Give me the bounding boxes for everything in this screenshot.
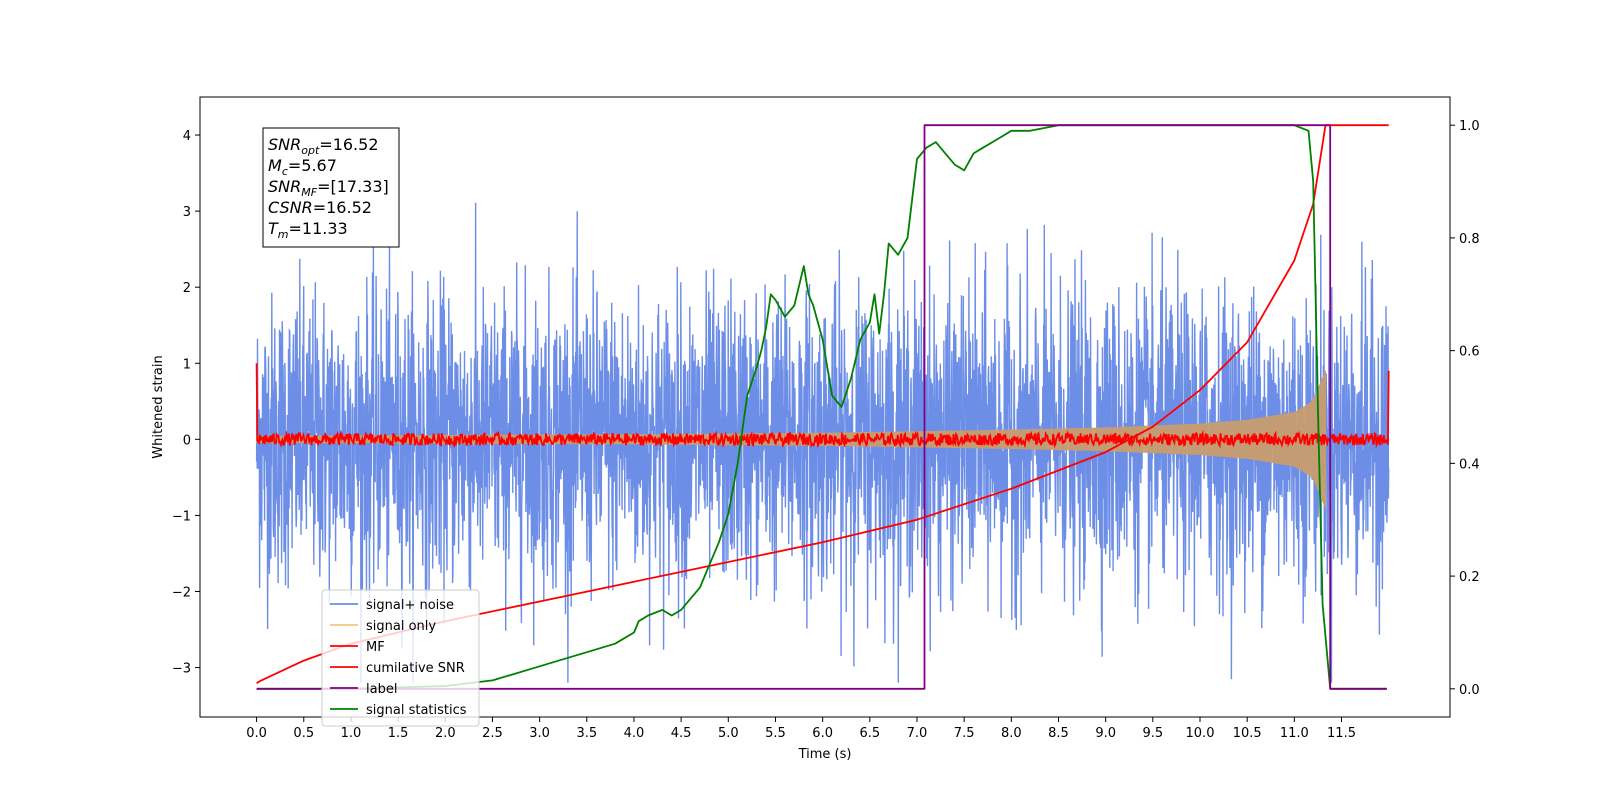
y-tick-label: 1 bbox=[183, 357, 191, 372]
y-axis-right: 0.0 0.2 0.4 0.6 0.8 1.0 bbox=[1450, 119, 1480, 698]
legend: signal+ noise signal only MF cumilative SNR… bbox=[321, 589, 480, 727]
mf-series bbox=[255, 363, 1390, 449]
x-tick-label: 2.0 bbox=[435, 726, 456, 741]
x-tick-label: 6.0 bbox=[812, 726, 833, 741]
x-tick-label: 0.0 bbox=[246, 726, 267, 741]
y2-tick-label: 0.0 bbox=[1459, 683, 1480, 698]
legend-entry: MF bbox=[366, 640, 385, 655]
annotation-line: CSNR=16.52 bbox=[268, 198, 372, 217]
x-tick-label: 4.0 bbox=[624, 726, 645, 741]
y2-tick-label: 0.2 bbox=[1459, 570, 1480, 585]
x-tick-label: 10.0 bbox=[1186, 726, 1215, 741]
y-tick-label: −2 bbox=[172, 585, 191, 600]
y-tick-label: −1 bbox=[172, 509, 191, 524]
x-tick-label: 7.0 bbox=[907, 726, 928, 741]
y-axis-label: Whitened strain bbox=[151, 355, 166, 458]
plot-area bbox=[255, 124, 1390, 690]
annotation-line: SNRopt=16.52 bbox=[268, 135, 379, 157]
x-tick-label: 3.0 bbox=[529, 726, 550, 741]
y-tick-label: 3 bbox=[183, 205, 191, 220]
x-tick-label: 10.5 bbox=[1233, 726, 1262, 741]
plot-frame bbox=[199, 96, 1451, 718]
legend-entry: label bbox=[366, 682, 397, 697]
x-tick-label: 8.5 bbox=[1048, 726, 1069, 741]
label-series bbox=[256, 124, 1387, 690]
signal-plus-noise-line bbox=[255, 202, 1390, 683]
x-tick-label: 1.5 bbox=[388, 726, 409, 741]
x-tick-label: 11.0 bbox=[1280, 726, 1309, 741]
x-tick-label: 9.0 bbox=[1095, 726, 1116, 741]
y2-tick-label: 1.0 bbox=[1459, 119, 1480, 134]
x-tick-label: 2.5 bbox=[482, 726, 503, 741]
y2-tick-label: 0.6 bbox=[1459, 345, 1480, 360]
y-tick-label: −3 bbox=[172, 662, 191, 677]
legend-entry: signal statistics bbox=[366, 703, 467, 718]
annotation-line: Tm=11.33 bbox=[268, 219, 348, 241]
annotation-line: SNRMF=[17.33] bbox=[268, 177, 389, 199]
signal-statistics-line bbox=[256, 124, 1387, 690]
legend-entry: signal+ noise bbox=[366, 598, 454, 613]
legend-entry: signal only bbox=[366, 619, 436, 634]
x-tick-label: 0.5 bbox=[293, 726, 314, 741]
stats-annotation-box: SNRopt=16.52Mc=5.67SNRMF=[17.33]CSNR=16.… bbox=[262, 127, 400, 248]
x-tick-label: 6.5 bbox=[859, 726, 880, 741]
y-tick-label: 0 bbox=[183, 433, 191, 448]
x-tick-label: 8.0 bbox=[1001, 726, 1022, 741]
x-tick-label: 5.5 bbox=[765, 726, 786, 741]
x-tick-label: 1.0 bbox=[341, 726, 362, 741]
x-tick-label: 3.5 bbox=[576, 726, 597, 741]
x-axis-label: Time (s) bbox=[798, 747, 852, 762]
y-tick-label: 4 bbox=[183, 129, 191, 144]
y2-tick-label: 0.4 bbox=[1459, 457, 1480, 472]
signal-plus-noise-series bbox=[255, 202, 1390, 683]
y2-tick-label: 0.8 bbox=[1459, 232, 1480, 247]
annotation-line: Mc=5.67 bbox=[268, 156, 337, 178]
legend-entry: cumilative SNR bbox=[366, 661, 465, 676]
x-tick-label: 9.5 bbox=[1142, 726, 1163, 741]
x-tick-label: 5.0 bbox=[718, 726, 739, 741]
y-axis-left: −3 −2 −1 0 1 2 3 4 bbox=[172, 129, 200, 677]
signal-statistics-series bbox=[256, 124, 1387, 690]
mf-line bbox=[255, 363, 1390, 449]
annotation-frame bbox=[262, 127, 400, 248]
x-tick-label: 4.5 bbox=[671, 726, 692, 741]
x-tick-label: 7.5 bbox=[954, 726, 975, 741]
label-line bbox=[256, 124, 1387, 690]
x-axis: 0.0 0.5 1.0 1.5 2.0 2.5 3.0 3.5 4.0 4.5 5.0 5.5 6.0 6… bbox=[246, 717, 1356, 741]
x-tick-label: 11.5 bbox=[1327, 726, 1356, 741]
legend-frame bbox=[321, 589, 480, 727]
y-tick-label: 2 bbox=[183, 281, 191, 296]
